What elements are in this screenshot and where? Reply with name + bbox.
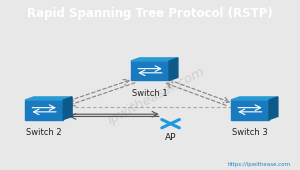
Polygon shape <box>231 100 269 120</box>
Text: ipwitheaser.com: ipwitheaser.com <box>105 65 207 127</box>
Polygon shape <box>269 97 278 120</box>
Polygon shape <box>63 97 72 120</box>
Text: AP: AP <box>165 133 176 142</box>
Polygon shape <box>231 97 278 100</box>
Text: Switch 1: Switch 1 <box>132 89 168 98</box>
Polygon shape <box>25 97 72 100</box>
Polygon shape <box>131 58 178 61</box>
Text: Rapid Spanning Tree Protocol (RSTP): Rapid Spanning Tree Protocol (RSTP) <box>27 7 273 20</box>
Text: Switch 3: Switch 3 <box>232 128 268 137</box>
Polygon shape <box>25 100 63 120</box>
Polygon shape <box>131 61 169 80</box>
Text: https://ipwithease.com: https://ipwithease.com <box>228 162 291 167</box>
Polygon shape <box>169 58 178 80</box>
Text: Switch 2: Switch 2 <box>26 128 62 137</box>
